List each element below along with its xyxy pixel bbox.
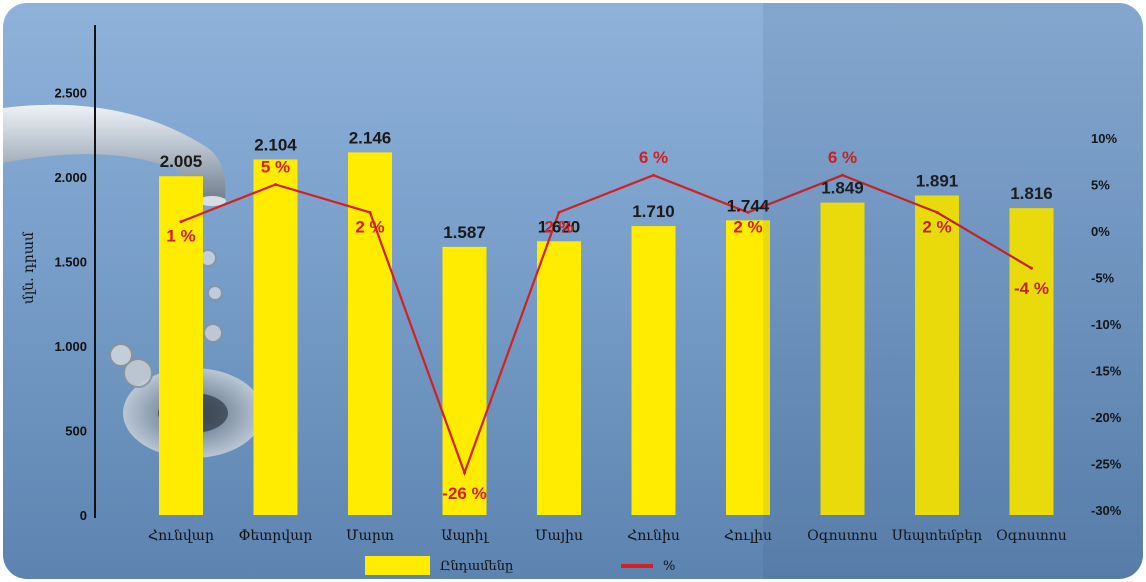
y-tick-label: 500 (65, 424, 87, 439)
x-category-label: Օգոստոս (996, 528, 1067, 544)
y2-tick-label: -20% (1091, 410, 1122, 425)
percent-value-label: 2 % (355, 217, 384, 236)
x-category-label: Հունվար (148, 528, 214, 544)
x-category-label: Հուլիս (724, 528, 772, 544)
y2-tick-label: -30% (1091, 503, 1122, 518)
bar (820, 202, 865, 515)
legend-swatch-total (365, 556, 430, 575)
x-category-label: Օգոստոս (807, 528, 878, 544)
bar-value-label: 2.104 (254, 135, 297, 154)
x-category-label: Սեպտեմբեր (892, 528, 982, 544)
percent-value-label: 2 % (922, 217, 951, 236)
y-tick-label: 1.000 (54, 339, 87, 354)
y-tick-label: 0 (80, 508, 87, 523)
y-tick-label: 2.000 (54, 170, 87, 185)
chart-card: մլն. դրամ 0 500 1.000 1.500 2.000 2.500 -30% -… (3, 3, 1143, 579)
y-tick-label: 2.500 (54, 86, 87, 101)
percent-value-label: -26 % (442, 484, 486, 503)
percent-point (841, 173, 844, 177)
bar (537, 241, 581, 515)
percent-value-label: 2 % (733, 217, 762, 236)
percent-value-label: 5 % (261, 158, 290, 177)
bar-value-label: 2.146 (349, 128, 392, 147)
x-category-label: Մարտ (346, 528, 394, 544)
y2-tick-label: 5% (1091, 178, 1110, 193)
y2-tick-label: 10% (1091, 131, 1117, 146)
percent-point (1030, 266, 1033, 270)
percent-line (180, 174, 1033, 477)
legend-label-total: Ընդամենը (440, 559, 513, 574)
bar (726, 220, 770, 515)
x-category-label: Մայիս (535, 528, 583, 544)
y2-tick-label: -10% (1091, 317, 1122, 332)
bar (253, 159, 298, 515)
bar (1009, 208, 1054, 515)
percent-point (935, 210, 939, 214)
bar (631, 226, 676, 515)
y2-tick-label: -25% (1091, 457, 1122, 472)
percent-value-label: -4 % (1014, 279, 1049, 298)
bar-value-label: 1.744 (727, 196, 770, 215)
bar-value-label: 1.891 (916, 171, 959, 190)
percent-point (179, 220, 183, 224)
y2-tick-label: -5% (1091, 271, 1115, 286)
legend-label-percent: % (663, 559, 675, 574)
percent-point (368, 210, 372, 214)
percent-point (652, 173, 655, 177)
percent-point (746, 210, 750, 214)
bar-value-label: 1.816 (1010, 184, 1053, 203)
y-tick-label: 1.500 (54, 255, 87, 270)
bar (159, 176, 203, 516)
percent-value-label: 2 % (544, 217, 573, 236)
percent-point (557, 210, 561, 214)
x-category-label: Փետրվար (239, 528, 313, 544)
y2-tick-label: -15% (1091, 364, 1122, 379)
y-axis-label: մլն. դրամ (21, 231, 37, 304)
percent-value-label: 6 % (828, 148, 857, 167)
percent-value-label: 1 % (166, 227, 195, 246)
legend-swatch-percent (621, 564, 653, 568)
bar-value-label: 1.620 (538, 217, 581, 236)
bar-value-label: 1.849 (821, 179, 864, 198)
bar-value-label: 1.710 (632, 202, 675, 221)
x-category-label: Հունիս (627, 528, 680, 544)
percent-point (463, 471, 466, 475)
x-category-label: Ապրիլ (441, 528, 489, 544)
y2-tick-label: 0% (1091, 224, 1110, 239)
bar-value-label: 2.005 (160, 152, 203, 171)
chart-plot: մլն. դրամ 0 500 1.000 1.500 2.000 2.500 -30% -… (21, 25, 1122, 575)
bar (915, 195, 959, 515)
percent-value-label: 6 % (639, 148, 668, 167)
percent-point (274, 183, 277, 186)
bar-value-label: 1.587 (443, 223, 486, 242)
